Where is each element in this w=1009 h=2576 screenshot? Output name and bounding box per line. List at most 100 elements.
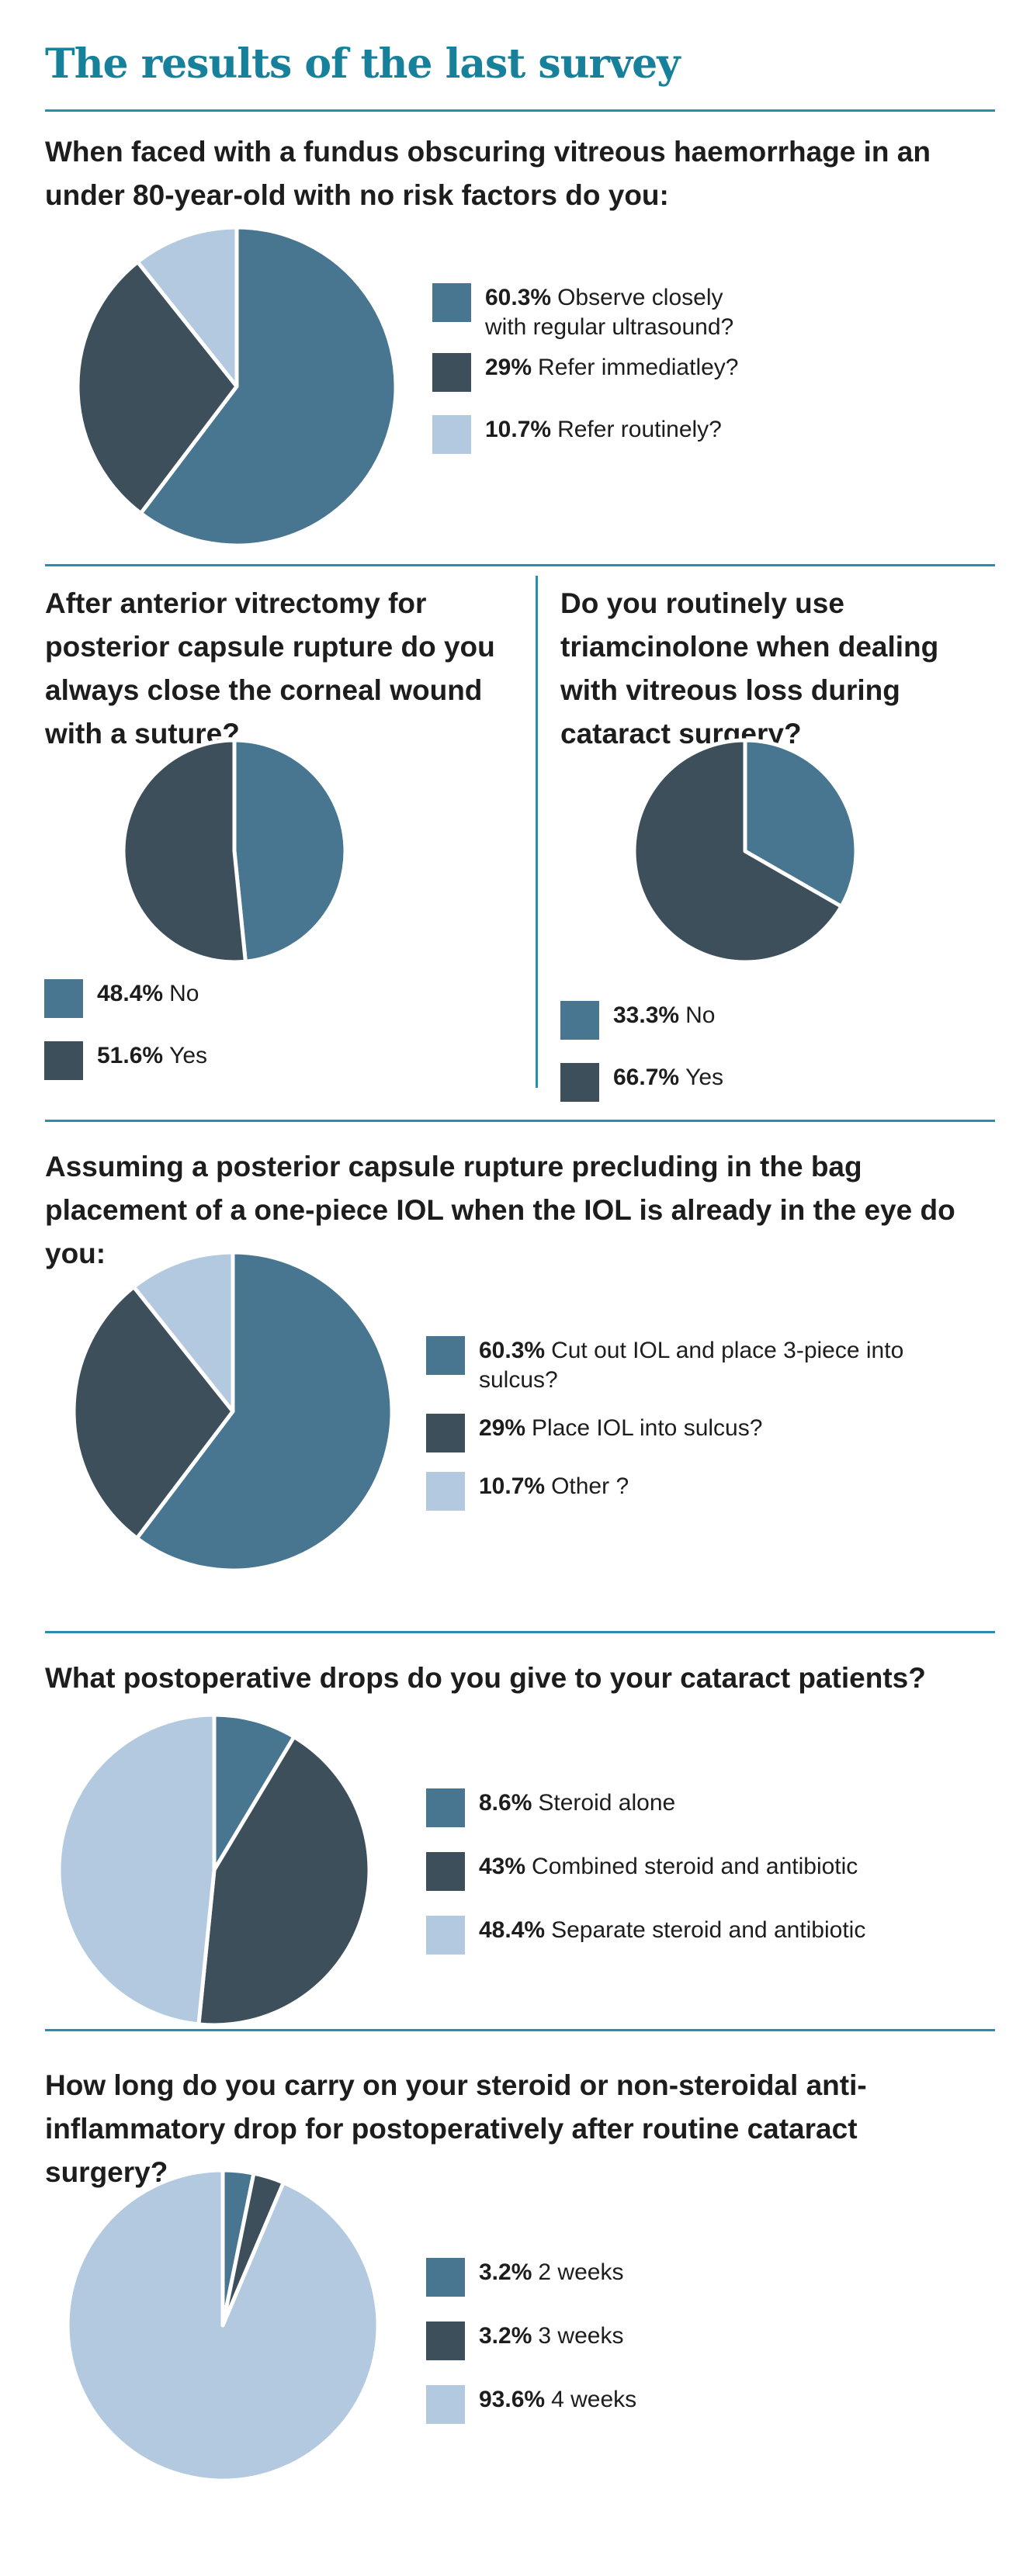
question-2: After anterior vitrectomy for posterior … [45, 587, 495, 750]
legend-label: No [169, 981, 199, 1006]
legend-swatch [426, 2385, 465, 2424]
legend-percent: 8.6% [479, 1790, 532, 1816]
legend-label: Refer immediatley? [538, 355, 739, 380]
pie-chart-3 [632, 738, 858, 964]
legend-label: Refer routinely? [557, 417, 722, 442]
legend-text: 60.3% Cut out IOL and place 3-piece into … [479, 1336, 931, 1395]
legend-percent: 29% [485, 355, 532, 380]
pie-slice-refer-routinely [135, 225, 239, 389]
pie-slice-steroid-alone [212, 1712, 296, 1872]
legend-text: 29% Refer immediatley? [485, 353, 738, 383]
pie-chart-6 [65, 2168, 380, 2483]
legend-swatch [560, 1063, 599, 1102]
legend-text: 93.6% 4 weeks [479, 2385, 636, 2415]
legend-text: 10.7% Refer routinely? [485, 415, 722, 445]
pie-slice-other [131, 1250, 235, 1414]
legend-swatch [426, 1336, 465, 1375]
legend-text: 33.3% No [613, 1001, 715, 1030]
legend-swatch [560, 1001, 599, 1040]
legend-item: 43% Combined steroid and antibiotic [426, 1852, 969, 1891]
legend-text: 51.6% Yes [97, 1041, 207, 1071]
legend-swatch [426, 1472, 465, 1511]
pie-slice-4-weeks [65, 2168, 380, 2483]
legend-item: 3.2% 3 weeks [426, 2322, 892, 2360]
legend-percent: 10.7% [479, 1473, 546, 1499]
legend-swatch [426, 1414, 465, 1452]
legend-percent: 3.2% [479, 2323, 532, 2349]
legend-text: 10.7% Other ? [479, 1472, 629, 1501]
legend-item: 10.7% Other ? [426, 1472, 931, 1511]
pie-chart-4 [71, 1250, 394, 1573]
pie-chart-2 [121, 738, 348, 964]
pie-slice-no [232, 738, 348, 964]
question-3: Do you routinely use triamcinolone when … [560, 587, 939, 750]
pie-chart-5 [57, 1712, 372, 2027]
legend-item: 8.6% Steroid alone [426, 1788, 969, 1827]
legend-swatch [432, 283, 471, 322]
legend-percent: 43% [479, 1854, 526, 1879]
legend-label: Yes [685, 1065, 724, 1090]
vertical-divider [536, 576, 538, 1088]
legend-item: 48.4% Separate steroid and antibiotic [426, 1916, 969, 1955]
legend-percent: 51.6% [97, 1043, 164, 1068]
legend-swatch [426, 2322, 465, 2360]
divider [45, 2029, 995, 2031]
legend-swatch [44, 979, 83, 1018]
question-5: What postoperative drops do you give to … [45, 1662, 926, 1694]
legend-percent: 48.4% [479, 1917, 546, 1943]
legend-label: Observe closely with regular ultrasound? [485, 285, 734, 340]
pie-slice-cut-out-iol-and-place-3-piece-into-sulcus [134, 1250, 394, 1573]
legend-label: 3 weeks [538, 2323, 624, 2349]
legend-label: Separate steroid and antibiotic [551, 1917, 866, 1943]
legend-label: No [685, 1002, 716, 1028]
legend-percent: 29% [479, 1415, 526, 1441]
legend-percent: 60.3% [485, 285, 552, 310]
legend-item: 93.6% 4 weeks [426, 2385, 892, 2424]
question-6: How long do you carry on your steroid or… [45, 2069, 867, 2188]
legend-text: 43% Combined steroid and antibiotic [479, 1852, 858, 1882]
pie-chart-1 [75, 225, 398, 548]
pie-slice-refer-immediatley [75, 260, 239, 516]
divider [45, 1631, 995, 1633]
legend-item: 51.6% Yes [44, 1041, 432, 1080]
pie-slice-combined-steroid-and-antibiotic [196, 1734, 372, 2027]
legend-label: 2 weeks [538, 2259, 624, 2285]
question-4: Assuming a posterior capsule rupture pre… [45, 1151, 955, 1269]
legend-label: Combined steroid and antibiotic [532, 1854, 858, 1879]
legend-percent: 33.3% [613, 1002, 680, 1028]
legend-item: 3.2% 2 weeks [426, 2258, 892, 2297]
legend-label: Place IOL into sulcus? [532, 1415, 763, 1441]
legend-label: 4 weeks [551, 2387, 637, 2412]
legend-label: Yes [169, 1043, 208, 1068]
legend-percent: 60.3% [479, 1338, 546, 1363]
legend-label: Steroid alone [538, 1790, 676, 1816]
legend-item: 66.7% Yes [560, 1063, 948, 1102]
legend-swatch [432, 415, 471, 454]
pie-slice-place-iol-into-sulcus [71, 1285, 235, 1541]
legend-text: 48.4% No [97, 979, 199, 1009]
legend-item: 29% Refer immediatley? [432, 353, 766, 392]
legend-item: 33.3% No [560, 1001, 948, 1040]
legend-item: 60.3% Observe closely with regular ultras… [432, 283, 766, 342]
legend-text: 3.2% 3 weeks [479, 2322, 623, 2351]
legend-text: 8.6% Steroid alone [479, 1788, 675, 1818]
legend-item: 10.7% Refer routinely? [432, 415, 766, 454]
legend-swatch [432, 353, 471, 392]
legend-text: 66.7% Yes [613, 1063, 723, 1092]
legend-text: 48.4% Separate steroid and antibiotic [479, 1916, 865, 1945]
divider [45, 109, 995, 112]
legend-percent: 10.7% [485, 417, 552, 442]
pie-slice-yes [121, 738, 248, 964]
legend-item: 60.3% Cut out IOL and place 3-piece into … [426, 1336, 931, 1395]
legend-label: Other ? [551, 1473, 629, 1499]
divider [45, 564, 995, 566]
legend-swatch [44, 1041, 83, 1080]
pie-slice-yes [632, 738, 844, 964]
question-1: When faced with a fundus obscuring vitre… [45, 136, 931, 211]
legend-percent: 3.2% [479, 2259, 532, 2285]
page-title: The results of the last survey [45, 40, 680, 88]
pie-slice-observe-closely-with-regular-ultrasound [138, 225, 398, 548]
legend-percent: 93.6% [479, 2387, 546, 2412]
divider [45, 1120, 995, 1122]
